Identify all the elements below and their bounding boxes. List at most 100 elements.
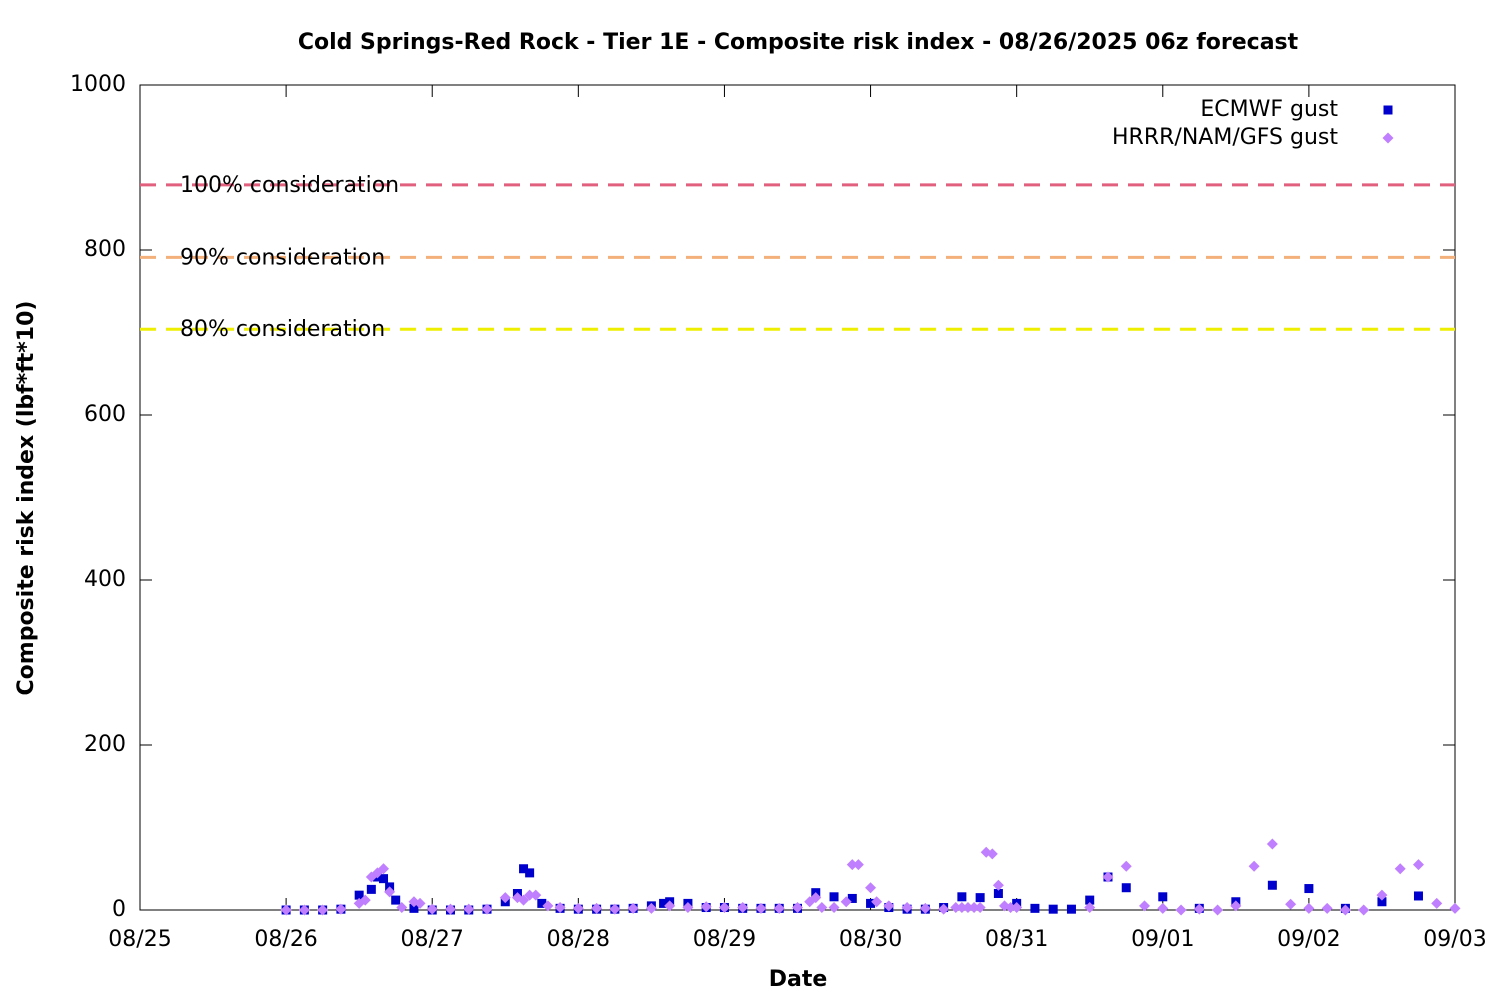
data-point — [609, 903, 621, 915]
data-point — [1120, 860, 1132, 872]
data-point — [1339, 904, 1351, 916]
data-point — [992, 879, 1004, 891]
x-tick-label: 08/30 — [839, 927, 902, 952]
data-point — [1066, 904, 1076, 914]
data-point — [986, 848, 998, 860]
data-point — [335, 903, 347, 915]
data-point — [1266, 838, 1278, 850]
data-point — [938, 903, 950, 915]
x-tick-label: 08/26 — [254, 927, 317, 952]
x-tick-label: 09/03 — [1423, 927, 1486, 952]
data-point — [901, 902, 913, 914]
data-point — [1376, 889, 1388, 901]
data-point — [682, 902, 694, 914]
reference-label: 80% consideration — [180, 317, 385, 342]
data-point — [1267, 880, 1277, 890]
data-point — [518, 894, 530, 906]
x-tick-label: 08/29 — [693, 927, 756, 952]
data-point — [378, 863, 390, 875]
data-point — [1157, 902, 1169, 914]
data-point — [1377, 897, 1387, 907]
data-point — [846, 859, 858, 871]
data-point — [542, 900, 554, 912]
x-tick-label: 08/27 — [401, 927, 464, 952]
data-point — [1048, 904, 1058, 914]
reference-label: 100% consideration — [180, 173, 399, 198]
x-tick-label: 08/31 — [985, 927, 1048, 952]
data-point — [974, 902, 986, 914]
data-point — [359, 894, 371, 906]
data-point — [1304, 884, 1314, 894]
data-point — [379, 874, 389, 884]
data-point — [664, 900, 676, 912]
data-point — [1413, 891, 1423, 901]
data-point — [1102, 871, 1114, 883]
data-point — [280, 904, 292, 916]
data-point — [554, 902, 566, 914]
y-tick-label: 800 — [84, 237, 126, 262]
chart-title: Cold Springs-Red Rock - Tier 1E - Compos… — [298, 30, 1299, 55]
y-tick-label: 600 — [84, 402, 126, 427]
data-point — [1005, 902, 1017, 914]
data-point — [1158, 892, 1168, 902]
data-point — [659, 898, 669, 908]
data-point — [1285, 898, 1297, 910]
data-point — [444, 903, 456, 915]
y-tick-label: 200 — [84, 732, 126, 757]
data-point — [847, 893, 857, 903]
data-point — [481, 903, 493, 915]
data-point — [950, 902, 962, 914]
data-point — [816, 902, 828, 914]
data-point — [396, 902, 408, 914]
data-point — [1412, 859, 1424, 871]
y-tick-label: 400 — [84, 567, 126, 592]
data-point — [572, 902, 584, 914]
data-point — [700, 901, 712, 913]
data-point — [919, 902, 931, 914]
data-point — [810, 892, 822, 904]
data-point — [414, 897, 426, 909]
x-tick-label: 09/01 — [1131, 927, 1194, 952]
data-point — [591, 902, 603, 914]
data-point — [524, 889, 536, 901]
data-point — [1449, 902, 1461, 914]
legend-label: ECMWF gust — [1200, 97, 1338, 122]
data-point — [525, 868, 535, 878]
data-point — [871, 896, 883, 908]
data-point — [975, 893, 985, 903]
data-point — [993, 889, 1003, 898]
data-point — [384, 886, 396, 898]
data-point — [718, 902, 730, 914]
data-point — [968, 902, 980, 914]
data-point — [1230, 900, 1242, 912]
data-point — [426, 903, 438, 915]
data-point — [773, 902, 785, 914]
data-point — [852, 859, 864, 871]
data-point — [1139, 900, 1151, 912]
data-point — [1212, 904, 1224, 916]
data-point — [645, 902, 657, 914]
data-point — [1303, 902, 1315, 914]
data-point — [1193, 903, 1205, 915]
data-point — [840, 896, 852, 908]
legend-marker — [1383, 105, 1393, 115]
data-point — [755, 902, 767, 914]
data-point — [1394, 863, 1406, 875]
x-axis-label: Date — [769, 967, 828, 992]
data-point — [866, 898, 876, 908]
data-point — [1248, 860, 1260, 872]
data-point — [956, 902, 968, 914]
data-point — [1358, 904, 1370, 916]
x-tick-label: 09/02 — [1277, 927, 1340, 952]
data-point — [366, 884, 376, 894]
data-point — [627, 902, 639, 914]
data-point — [737, 902, 749, 914]
x-tick-label: 08/25 — [108, 927, 171, 952]
legend-marker — [1382, 132, 1394, 144]
data-point — [537, 898, 547, 908]
x-tick-label: 08/28 — [547, 927, 610, 952]
data-point — [298, 904, 310, 916]
y-tick-label: 0 — [112, 897, 126, 922]
